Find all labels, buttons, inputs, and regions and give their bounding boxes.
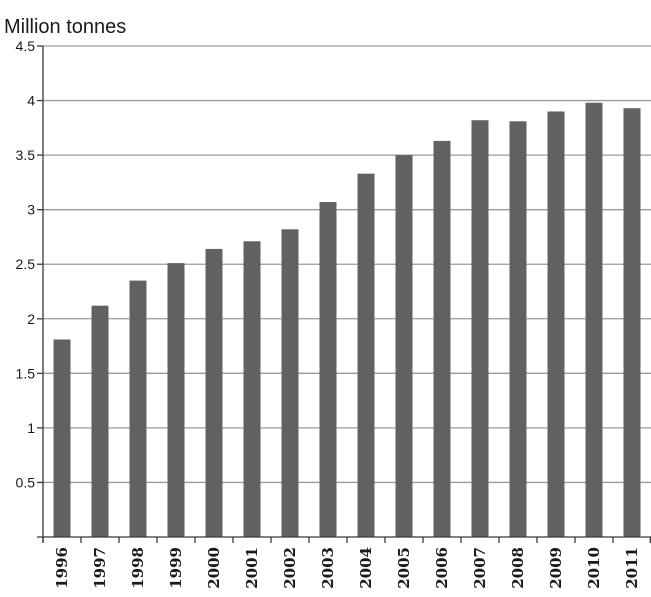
y-tick-label-9: 4.5 xyxy=(16,38,36,54)
bar-2004 xyxy=(357,173,375,537)
bars xyxy=(53,102,641,538)
x-tick-labels: 1996 1997 1998 1999 2000 2001 2002 2003 2004 2005… xyxy=(53,547,641,589)
bar-2007 xyxy=(471,120,489,537)
bar-2000 xyxy=(205,248,223,538)
bar-1999 xyxy=(167,263,185,537)
x-tick-label-1998: 1998 xyxy=(129,547,147,589)
y-tick-label-1: 0.5 xyxy=(16,474,36,490)
bar-1998 xyxy=(129,280,147,537)
axes xyxy=(37,45,651,543)
x-tick-label-2003: 2003 xyxy=(319,547,337,589)
y-tick-label-2: 1 xyxy=(27,420,35,436)
y-tick-label-5: 2.5 xyxy=(16,256,36,272)
y-axis-title: Million tonnes xyxy=(4,16,126,38)
x-tick-label-1999: 1999 xyxy=(167,547,185,589)
y-tick-label-8: 4 xyxy=(27,93,35,109)
x-tick-label-2007: 2007 xyxy=(471,547,489,589)
x-tick-label-2009: 2009 xyxy=(547,547,565,589)
y-tick-label-7: 3.5 xyxy=(16,147,36,163)
y-tick-labels: 0.5 1 1.5 2 2.5 3 3.5 4 4.5 xyxy=(16,38,36,490)
y-tick-label-6: 3 xyxy=(27,202,35,218)
bar-1997 xyxy=(91,305,109,537)
y-tick-label-4: 2 xyxy=(27,311,35,327)
x-tick-label-1996: 1996 xyxy=(53,547,71,589)
bar-2010 xyxy=(585,102,603,537)
x-tick-label-2011: 2011 xyxy=(623,547,641,589)
bar-2005 xyxy=(395,155,413,537)
x-tick-label-2005: 2005 xyxy=(395,547,413,589)
x-tick-label-2004: 2004 xyxy=(357,547,375,589)
x-tick-label-2001: 2001 xyxy=(243,547,261,589)
x-tick-label-2002: 2002 xyxy=(281,547,299,589)
x-tick-label-2000: 2000 xyxy=(205,547,223,589)
bar-2001 xyxy=(243,241,261,537)
bar-2011 xyxy=(623,108,641,538)
bar-2006 xyxy=(433,140,451,537)
bar-2003 xyxy=(319,202,337,538)
bar-2008 xyxy=(509,121,527,537)
x-tick-label-1997: 1997 xyxy=(91,547,109,589)
x-tick-label-2010: 2010 xyxy=(585,547,603,589)
x-tick-label-2006: 2006 xyxy=(433,547,451,589)
bar-2009 xyxy=(547,111,565,537)
y-tick-label-3: 1.5 xyxy=(16,365,36,381)
bar-2002 xyxy=(281,229,299,537)
x-tick-label-2008: 2008 xyxy=(509,547,527,589)
bar-1996 xyxy=(53,339,71,537)
